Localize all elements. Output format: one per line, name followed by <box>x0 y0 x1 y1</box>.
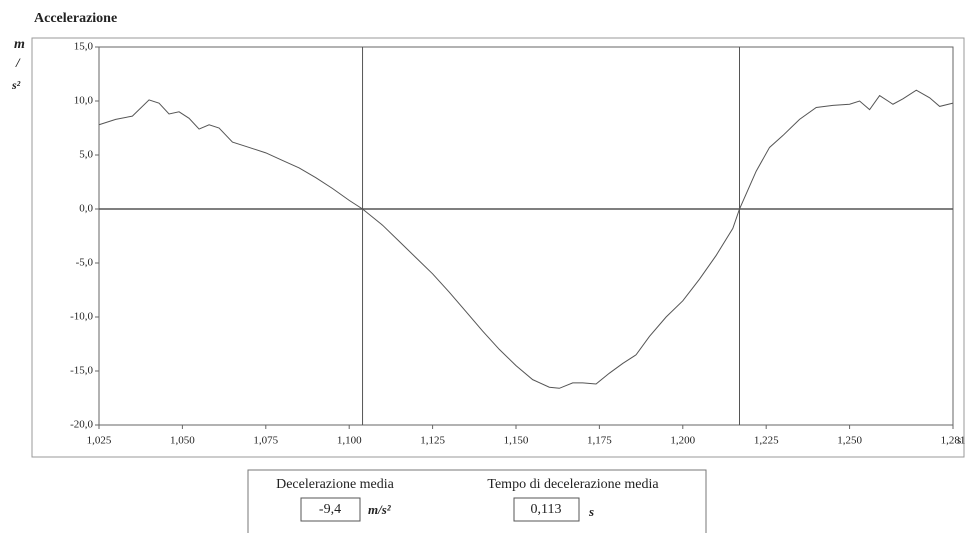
x-tick-label: 1,225 <box>754 435 779 447</box>
y-unit: s² <box>11 78 21 92</box>
chart-title: Accelerazione <box>34 11 117 26</box>
field-value: 0,113 <box>531 502 562 517</box>
chart-frame <box>31 37 965 458</box>
y-unit: m <box>14 37 25 52</box>
x-tick-label: 1,125 <box>420 435 445 447</box>
x-tick-label: 1,100 <box>337 435 362 447</box>
x-tick-label: 1,050 <box>170 435 195 447</box>
value-box <box>300 497 361 522</box>
field-unit: s <box>588 504 594 519</box>
y-tick-label: 10,0 <box>74 95 94 107</box>
y-unit: / <box>15 55 21 70</box>
field-label: Tempo di decelerazione media <box>487 477 659 492</box>
y-tick-label: 5,0 <box>79 149 93 161</box>
x-tick-label: 1,281 <box>941 435 966 447</box>
y-tick-label: 15,0 <box>74 41 94 53</box>
plot-area <box>98 46 954 426</box>
x-tick-label: 1,025 <box>87 435 112 447</box>
field-unit: m/s² <box>368 502 392 517</box>
y-tick-label: -10,0 <box>70 311 93 323</box>
x-tick-label: 1,075 <box>253 435 278 447</box>
y-tick-label: -20,0 <box>70 419 93 431</box>
x-tick-label: 1,250 <box>837 435 862 447</box>
y-tick-label: -15,0 <box>70 365 93 377</box>
data-line <box>98 89 954 389</box>
x-unit: s <box>957 435 961 447</box>
field-value: -9,4 <box>319 502 341 517</box>
x-tick-label: 1,200 <box>670 435 695 447</box>
x-tick-label: 1,150 <box>504 435 529 447</box>
field-label: Decelerazione media <box>276 477 395 492</box>
y-tick-label: 0,0 <box>79 203 93 215</box>
y-tick-label: -5,0 <box>76 257 94 269</box>
value-box <box>513 497 580 522</box>
panel <box>247 469 707 533</box>
x-tick-label: 1,175 <box>587 435 612 447</box>
